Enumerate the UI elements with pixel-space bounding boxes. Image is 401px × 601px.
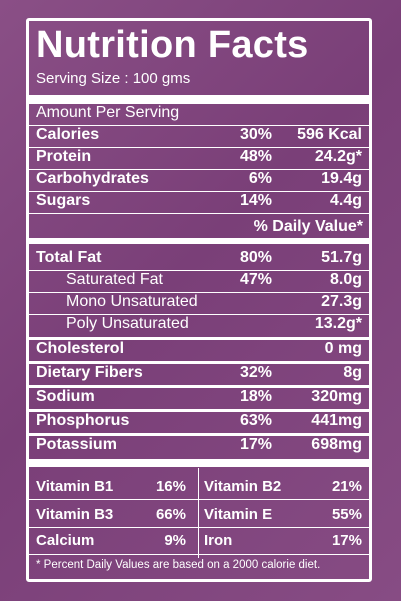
vitamin-percent: 66% (155, 506, 186, 523)
nutrient-name: Saturated Fat (66, 271, 163, 288)
vitamin-name: Calcium (36, 532, 95, 549)
vitamin-b1: Vitamin B1 16% (36, 478, 186, 500)
thick-divider (28, 95, 370, 104)
nutrient-row-carbohydrates: Carbohydrates 6% 19.4g (36, 170, 362, 192)
divider (28, 191, 370, 192)
nutrient-name: Carbohydrates (36, 170, 149, 187)
divider (28, 527, 370, 528)
divider (28, 292, 370, 293)
calcium: Calcium 9% (36, 532, 186, 554)
nutrient-percent: 14% (239, 192, 272, 209)
nutrient-value: 698mg (311, 436, 362, 453)
nutrient-name: Mono Unsaturated (66, 293, 198, 310)
divider (28, 169, 370, 170)
vitamin-name: Iron (204, 532, 233, 549)
amount-per-serving: Amount Per Serving (36, 104, 180, 121)
medium-divider (28, 361, 370, 364)
footnote: * Percent Daily Values are based on a 20… (36, 559, 321, 571)
nutrient-value: 0 mg (324, 340, 362, 357)
nutrient-name: Potassium (36, 436, 117, 453)
divider (28, 125, 370, 126)
nutrient-value: 19.4g (321, 170, 362, 187)
divider (28, 314, 370, 315)
vitamin-percent: 9% (164, 532, 186, 549)
vitamin-column-divider (198, 468, 199, 558)
divider (28, 270, 370, 271)
divider (28, 147, 370, 148)
nutrient-row-sodium: Sodium 18% 320mg (36, 388, 362, 410)
nutrient-name: Total Fat (36, 249, 102, 266)
medium-divider (28, 433, 370, 436)
nutrient-value: 13.2g* (314, 315, 362, 332)
nutrient-name: Protein (36, 148, 92, 165)
divider (28, 499, 370, 500)
nutrient-row-poly-unsaturated: Poly Unsaturated 13.2g* (36, 315, 362, 337)
divider (28, 213, 370, 214)
vitamin-name: Vitamin B2 (204, 478, 282, 495)
nutrient-value: 320mg (311, 388, 362, 405)
nutrient-percent: 30% (239, 126, 272, 143)
nutrient-name: Sugars (36, 192, 91, 209)
nutrient-row-calories: Calories 30% 596 Kcal (36, 126, 362, 148)
nutrient-percent: 6% (248, 170, 272, 187)
nutrient-value: 27.3g (321, 293, 362, 310)
nutrient-name: Phosphorus (36, 412, 130, 429)
nutrition-label (26, 18, 372, 582)
nutrient-percent: 18% (239, 388, 272, 405)
nutrient-value: 51.7g (321, 249, 362, 266)
vitamin-percent: 17% (331, 532, 362, 549)
nutrient-row-saturated-fat: Saturated Fat 47% 8.0g (36, 271, 362, 293)
nutrient-name: Cholesterol (36, 340, 125, 357)
vitamin-percent: 55% (331, 506, 362, 523)
nutrient-value: 596 Kcal (297, 126, 362, 143)
label-title: Nutrition Facts (36, 24, 309, 66)
nutrient-value: 4.4g (329, 192, 362, 209)
iron: Iron 17% (204, 532, 362, 554)
nutrient-row-sugars: Sugars 14% 4.4g (36, 192, 362, 214)
divider (28, 554, 370, 555)
vitamin-percent: 21% (331, 478, 362, 495)
nutrient-value: 8.0g (329, 271, 362, 288)
vitamin-b2: Vitamin B2 21% (204, 478, 362, 500)
nutrient-percent: 80% (239, 249, 272, 266)
thick-divider (28, 459, 370, 467)
nutrient-row-protein: Protein 48% 24.2g* (36, 148, 362, 170)
vitamin-name: Vitamin E (204, 506, 273, 523)
nutrient-percent: 48% (239, 148, 272, 165)
nutrient-value: 8g (343, 364, 362, 381)
thick-divider (28, 238, 370, 244)
medium-divider (28, 409, 370, 412)
serving-size: Serving Size : 100 gms (36, 70, 191, 87)
nutrient-percent: 47% (239, 271, 272, 288)
vitamin-name: Vitamin B3 (36, 506, 114, 523)
nutrient-row-cholesterol: Cholesterol 0 mg (36, 340, 362, 362)
nutrient-row-phosphorus: Phosphorus 63% 441mg (36, 412, 362, 434)
nutrient-row-potassium: Potassium 17% 698mg (36, 436, 362, 458)
nutrient-name: Dietary Fibers (36, 364, 143, 381)
nutrient-percent: 32% (239, 364, 272, 381)
nutrient-row-total-fat: Total Fat 80% 51.7g (36, 249, 362, 271)
vitamin-b3: Vitamin B3 66% (36, 506, 186, 528)
vitamin-percent: 16% (155, 478, 186, 495)
nutrient-percent: 17% (239, 436, 272, 453)
nutrient-row-mono-unsaturated: Mono Unsaturated 27.3g (36, 293, 362, 315)
nutrient-percent: 63% (239, 412, 272, 429)
nutrient-name: Sodium (36, 388, 95, 405)
medium-divider (28, 337, 370, 340)
nutrient-row-dietary-fibers: Dietary Fibers 32% 8g (36, 364, 362, 386)
vitamin-name: Vitamin B1 (36, 478, 114, 495)
vitamin-e: Vitamin E 55% (204, 506, 362, 528)
medium-divider (28, 385, 370, 388)
nutrient-value: 24.2g* (314, 148, 362, 165)
nutrient-value: 441mg (311, 412, 362, 429)
nutrient-name: Poly Unsaturated (66, 315, 189, 332)
daily-value-header: % Daily Value* (253, 218, 363, 235)
nutrient-name: Calories (36, 126, 100, 143)
